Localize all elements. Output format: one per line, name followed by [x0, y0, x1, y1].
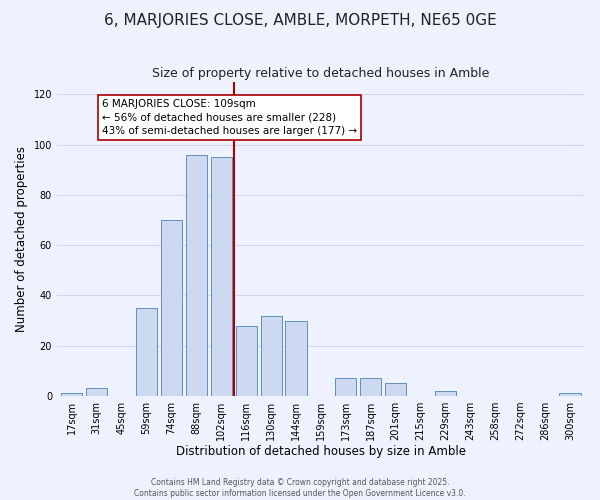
Text: 6 MARJORIES CLOSE: 109sqm
← 56% of detached houses are smaller (228)
43% of semi: 6 MARJORIES CLOSE: 109sqm ← 56% of detac… [102, 100, 357, 136]
Title: Size of property relative to detached houses in Amble: Size of property relative to detached ho… [152, 68, 490, 80]
Bar [335, 378, 356, 396]
Text: 6, MARJORIES CLOSE, AMBLE, MORPETH, NE65 0GE: 6, MARJORIES CLOSE, AMBLE, MORPETH, NE65… [104, 12, 496, 28]
Text: Contains HM Land Registry data © Crown copyright and database right 2025.
Contai: Contains HM Land Registry data © Crown c… [134, 478, 466, 498]
X-axis label: Distribution of detached houses by size in Amble: Distribution of detached houses by size … [176, 444, 466, 458]
Bar [435, 391, 456, 396]
Bar [286, 320, 307, 396]
Bar [61, 394, 82, 396]
Bar [260, 316, 282, 396]
Y-axis label: Number of detached properties: Number of detached properties [15, 146, 28, 332]
Bar [559, 394, 581, 396]
Bar [161, 220, 182, 396]
Bar [211, 157, 232, 396]
Bar [136, 308, 157, 396]
Bar [236, 326, 257, 396]
Bar [360, 378, 382, 396]
Bar [385, 384, 406, 396]
Bar [86, 388, 107, 396]
Bar [186, 154, 207, 396]
